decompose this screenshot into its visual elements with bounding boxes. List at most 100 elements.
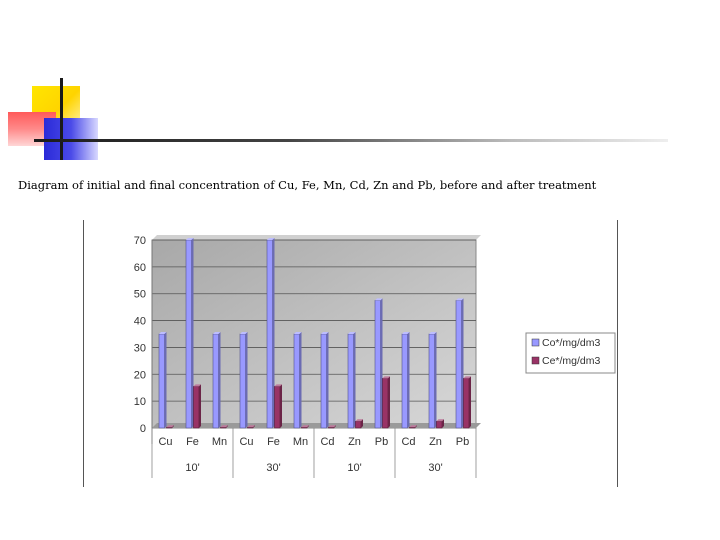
chart-frame-right-border xyxy=(617,220,618,487)
x-group-label: 10' xyxy=(347,462,361,474)
bar-top-face xyxy=(355,419,363,422)
x-tick-label: Zn xyxy=(429,436,442,448)
bar-top-face xyxy=(463,376,471,379)
bar-initial xyxy=(401,333,408,429)
bar-top-face xyxy=(429,332,437,334)
bar-initial xyxy=(212,333,219,429)
bar-final xyxy=(463,378,470,429)
y-tick-label: 20 xyxy=(134,369,146,381)
x-tick-label: Cu xyxy=(158,436,172,448)
bar-top-face xyxy=(247,425,255,428)
bar-side-face xyxy=(415,425,417,428)
bar-initial xyxy=(374,300,381,429)
y-tick-label: 40 xyxy=(134,316,146,328)
bar-top-face xyxy=(321,332,329,334)
bar-side-face xyxy=(380,298,383,428)
bar-side-face xyxy=(164,332,167,428)
bar-side-face xyxy=(334,425,336,428)
y-tick-label: 30 xyxy=(134,342,146,354)
bar-side-face xyxy=(226,425,228,428)
bar-side-face xyxy=(299,332,302,428)
bar-side-face xyxy=(307,425,309,428)
bar-side-face xyxy=(272,238,275,428)
y-tick-label: 60 xyxy=(134,262,146,274)
bar-top-face xyxy=(220,425,228,428)
slide-title: Diagram of initial and final concentrati… xyxy=(18,178,597,192)
bar-side-face xyxy=(361,419,363,428)
bar-final xyxy=(220,426,227,429)
x-tick-label: Cu xyxy=(239,436,253,448)
bar-final xyxy=(355,420,362,429)
bar-final xyxy=(247,426,254,429)
x-group-label: 30' xyxy=(428,462,442,474)
bar-top-face xyxy=(328,425,336,428)
bar-final xyxy=(166,426,173,429)
y-tick-label: 50 xyxy=(134,289,146,301)
bar-side-face xyxy=(407,332,410,428)
bar-final xyxy=(193,386,200,429)
bar-top-face xyxy=(267,238,275,240)
y-tick-label: 0 xyxy=(140,423,146,435)
bar-side-face xyxy=(280,384,282,428)
bar-top-face xyxy=(409,425,417,428)
bar-initial xyxy=(347,333,354,429)
bar-top-face xyxy=(402,332,410,334)
bar-top-face xyxy=(166,425,174,428)
decor-vertical-rule xyxy=(60,78,63,160)
bar-top-face xyxy=(456,298,464,301)
bar-side-face xyxy=(199,384,201,428)
bar-side-face xyxy=(253,425,255,428)
bar-side-face xyxy=(434,332,437,428)
bar-final xyxy=(328,426,335,429)
bar-initial xyxy=(293,333,300,429)
x-tick-label: Zn xyxy=(348,436,361,448)
bar-top-face xyxy=(186,238,194,240)
bar-final xyxy=(382,378,389,429)
x-group-label: 10' xyxy=(185,462,199,474)
bar-final xyxy=(436,420,443,429)
bar-top-face xyxy=(436,419,444,422)
bar-top-face xyxy=(274,384,282,387)
bar-initial xyxy=(320,333,327,429)
decor-horizontal-rule xyxy=(34,139,668,142)
bar-top-face xyxy=(240,332,248,334)
x-tick-label: Cd xyxy=(320,436,334,448)
x-tick-label: Fe xyxy=(186,436,199,448)
bar-side-face xyxy=(191,238,194,428)
bar-final xyxy=(301,426,308,429)
plot-floor xyxy=(152,423,481,428)
y-tick-label: 70 xyxy=(134,235,146,247)
plot-area xyxy=(151,239,477,429)
legend-label: Ce*/mg/dm3 xyxy=(542,355,601,367)
legend-label: Co*/mg/dm3 xyxy=(542,337,601,349)
bar-final xyxy=(274,386,281,429)
bar-initial xyxy=(239,333,246,429)
bar-top-face xyxy=(294,332,302,334)
bar-side-face xyxy=(353,332,356,428)
bar-side-face xyxy=(388,376,390,428)
bar-side-face xyxy=(442,419,444,428)
legend-box xyxy=(525,332,616,374)
bar-side-face xyxy=(469,376,471,428)
legend-swatch xyxy=(531,356,540,365)
bar-top-face xyxy=(193,384,201,387)
x-tick-label: Cd xyxy=(401,436,415,448)
bar-top-face xyxy=(382,376,390,379)
x-group-label: 30' xyxy=(266,462,280,474)
bar-final xyxy=(409,426,416,429)
bar-top-face xyxy=(159,332,167,334)
bar-top-face xyxy=(375,298,383,301)
bar-initial xyxy=(428,333,435,429)
bar-initial xyxy=(185,239,192,429)
bar-initial xyxy=(158,333,165,429)
bar-side-face xyxy=(326,332,329,428)
x-tick-label: Pb xyxy=(375,436,388,448)
x-tick-label: Mn xyxy=(212,436,227,448)
bar-initial xyxy=(455,300,462,429)
x-tick-label: Fe xyxy=(267,436,280,448)
x-tick-label: Pb xyxy=(456,436,469,448)
bar-top-face xyxy=(348,332,356,334)
bar-initial xyxy=(266,239,273,429)
bar-top-face xyxy=(213,332,221,334)
